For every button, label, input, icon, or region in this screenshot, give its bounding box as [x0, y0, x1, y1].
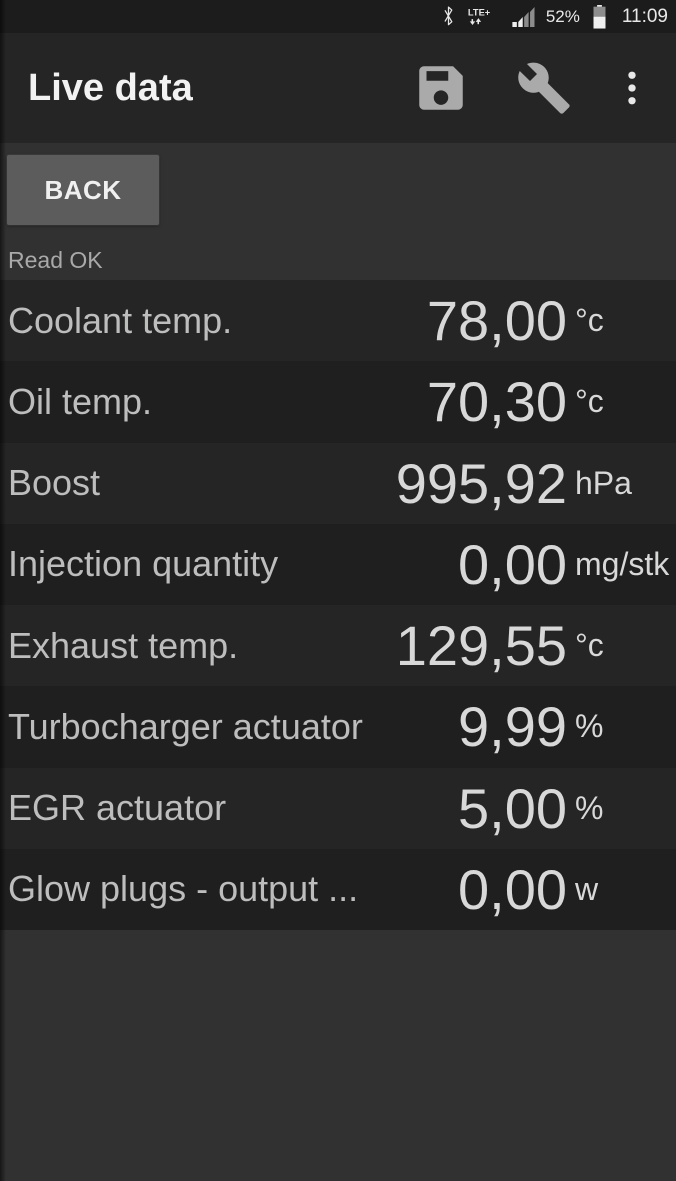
svg-text:LTE+: LTE+ [468, 7, 491, 17]
